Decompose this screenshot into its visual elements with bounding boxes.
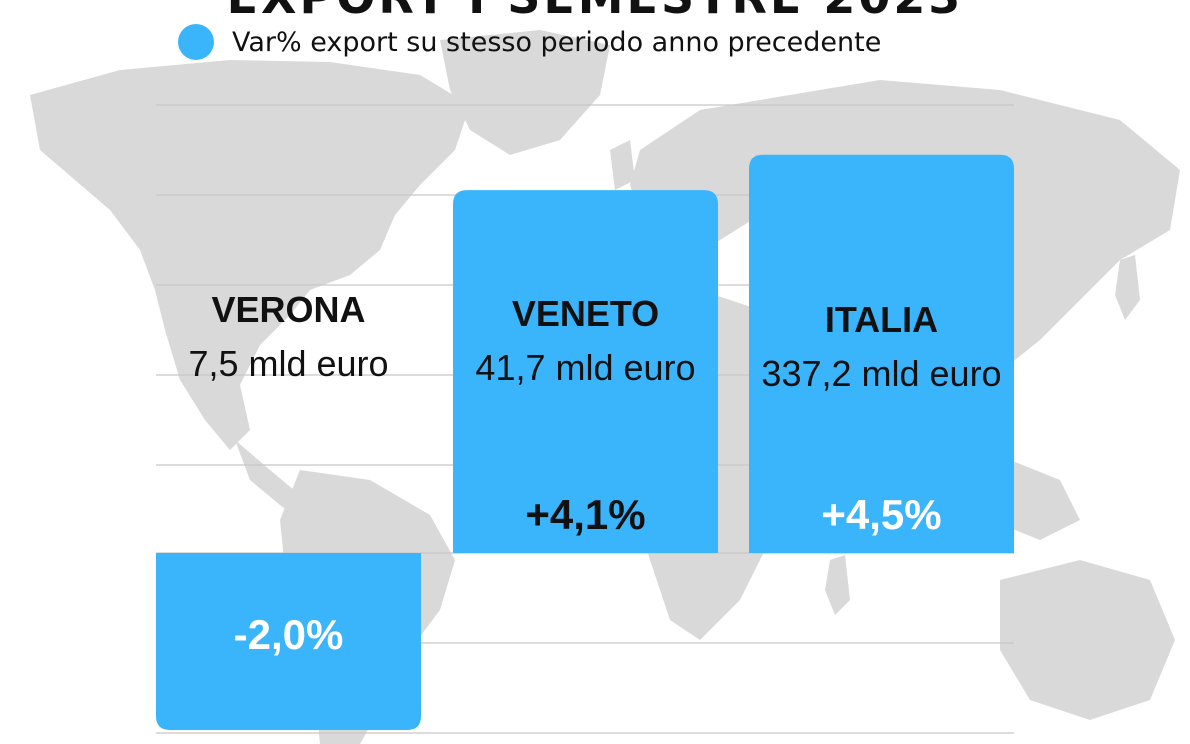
category-label-veneto: VENETO: [512, 293, 659, 334]
map-madagascar: [825, 555, 850, 615]
chart-title: EXPORT I SEMESTRE 2023: [0, 0, 1190, 24]
legend: Var% export su stesso periodo anno prece…: [178, 22, 881, 62]
amount-label-verona: 7,5 mld euro: [188, 343, 388, 384]
category-label-italia: ITALIA: [825, 299, 938, 340]
bar-labels: VERONA 7,5 mld euro -2,0% VENETO 41,7 mld eu…: [188, 289, 1001, 658]
bar-veneto: [453, 190, 718, 553]
legend-swatch: [178, 24, 214, 60]
map-north-america: [30, 60, 470, 450]
amount-label-italia: 337,2 mld euro: [761, 353, 1001, 394]
value-label-veneto: +4,1%: [525, 491, 645, 538]
map-japan: [1115, 255, 1140, 320]
legend-label: Var% export su stesso periodo anno prece…: [232, 26, 882, 58]
bar-verona: [156, 553, 421, 730]
bar-italia: [749, 154, 1014, 553]
value-label-verona: -2,0%: [234, 611, 344, 658]
map-uk: [610, 140, 635, 190]
map-australia: [1000, 560, 1175, 720]
bars: [156, 154, 1014, 730]
map-greenland: [440, 30, 610, 155]
value-label-italia: +4,5%: [821, 491, 941, 538]
amount-label-veneto: 41,7 mld euro: [475, 347, 695, 388]
category-label-verona: VERONA: [211, 289, 365, 330]
